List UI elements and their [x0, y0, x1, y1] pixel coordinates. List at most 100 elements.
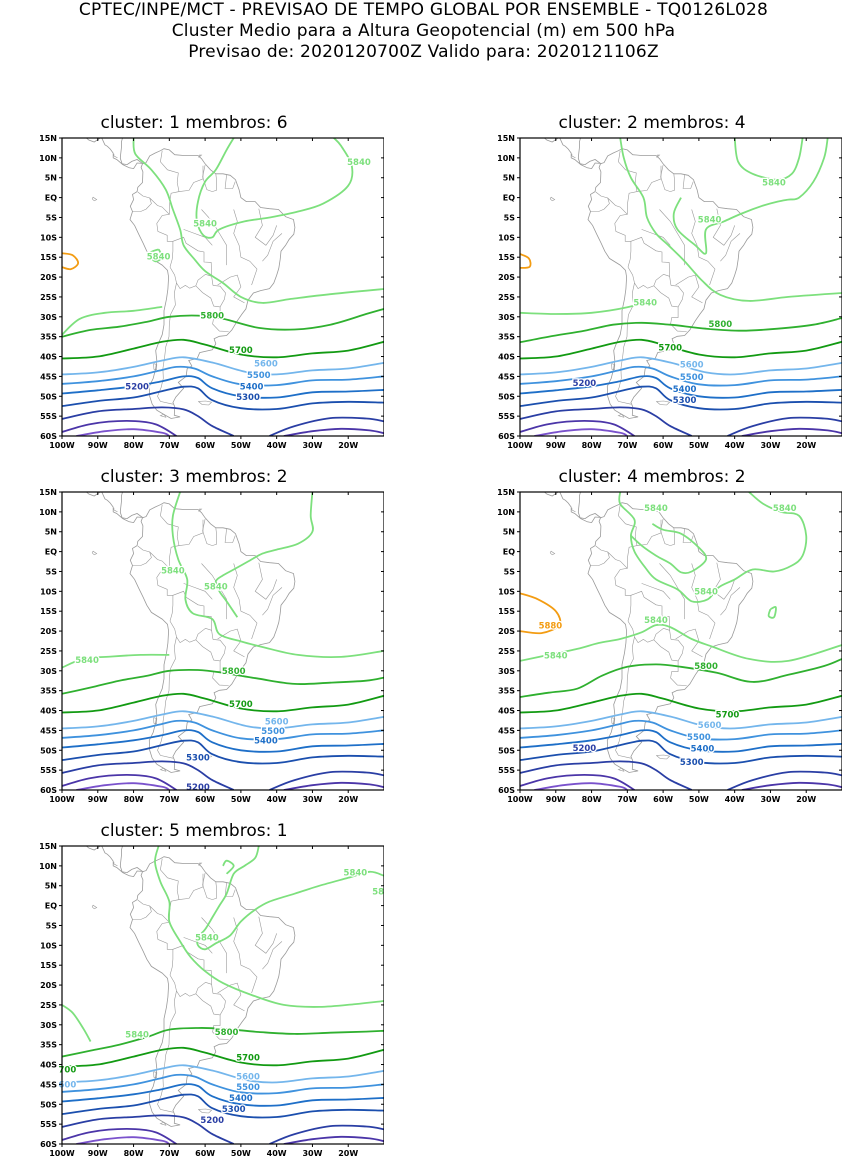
contour-5300 — [520, 385, 842, 411]
lat-label: 10N — [39, 862, 57, 871]
contour-5500 — [62, 365, 384, 387]
country-border — [201, 563, 227, 620]
contour-label: 5200 — [573, 379, 597, 389]
lat-label: 25S — [498, 647, 515, 656]
lat-label: 30S — [498, 667, 515, 676]
country-border — [132, 545, 152, 566]
lon-label: 80W — [124, 795, 144, 804]
contour-5300 — [520, 739, 842, 765]
contour-5800 — [520, 658, 842, 698]
contour-5600 — [62, 356, 384, 376]
contour-label: 584 — [372, 888, 384, 898]
lon-label: 50W — [231, 441, 251, 450]
lat-label: EQ — [45, 902, 57, 911]
island — [91, 904, 98, 910]
country-border — [172, 590, 214, 640]
contour-5840 — [195, 138, 354, 239]
lat-label: 5S — [504, 213, 516, 222]
contour-5200 — [62, 1114, 235, 1144]
contour-5840 — [154, 846, 384, 1008]
contour-5840 — [630, 523, 708, 575]
contour-5840 — [618, 492, 808, 603]
lat-label: 60S — [498, 432, 515, 441]
lat-label: 15S — [40, 607, 57, 616]
header-line-3: Previsao de: 2020120700Z Valido para: 20… — [188, 42, 659, 62]
island — [656, 754, 671, 760]
country-border — [659, 209, 685, 266]
island — [153, 363, 158, 370]
lat-label: 35S — [498, 333, 515, 342]
island — [571, 153, 576, 159]
header-line-2: Cluster Medio para a Altura Geopotencial… — [171, 21, 676, 41]
country-border — [169, 974, 212, 998]
lat-label: 45S — [40, 726, 57, 735]
island — [159, 767, 167, 772]
contour-label: 5300 — [236, 393, 260, 403]
country-border — [607, 197, 632, 268]
lat-label: 15N — [497, 489, 515, 497]
contour-label: 5300 — [186, 753, 210, 763]
contour-5100 — [741, 781, 842, 790]
country-border — [183, 583, 213, 600]
island — [611, 363, 616, 370]
map-area: 5840 5840 5840 5800 5700 5600 5500 5400 5300 5200… — [462, 134, 843, 459]
contour-5300 — [62, 1093, 384, 1119]
lat-label: 40S — [40, 353, 57, 362]
country-border — [160, 504, 180, 569]
coastline — [129, 502, 296, 773]
contour-label: 5840 — [773, 504, 797, 514]
contour-5100 — [520, 773, 635, 790]
country-border — [212, 660, 229, 686]
lat-label: 60S — [40, 786, 57, 795]
country-border — [636, 165, 662, 192]
contour-label: 5700 — [658, 343, 682, 353]
country-border — [202, 872, 217, 900]
contour-label: 5500 — [247, 371, 271, 381]
lon-label: 100W — [507, 795, 533, 804]
country-border — [590, 545, 610, 566]
contour-5840 — [62, 1004, 92, 1042]
lat-label: EQ — [45, 548, 57, 557]
contour-label: 5840 — [644, 616, 668, 626]
country-border — [178, 165, 204, 192]
country-border — [670, 660, 687, 686]
contour-5300 — [62, 739, 384, 765]
island — [113, 861, 118, 867]
panel-title: cluster: 5 membros: 1 — [100, 821, 288, 841]
contour-5000 — [534, 428, 628, 436]
panel-title: cluster: 2 membros: 4 — [558, 113, 746, 133]
contour-label: 5840 — [762, 179, 786, 189]
lat-label: 20S — [40, 627, 57, 636]
island — [617, 767, 625, 772]
contour-label: 5500 — [680, 373, 704, 383]
contour-5840 — [62, 653, 170, 669]
country-border — [132, 191, 152, 212]
lat-label: 30S — [40, 313, 57, 322]
contour-label: 5700 — [229, 700, 253, 710]
contour-label: 5600 — [698, 721, 722, 731]
contour-5700 — [520, 338, 842, 360]
country-border — [630, 236, 672, 286]
lon-label: 100W — [49, 1149, 75, 1158]
lon-label: 70W — [159, 441, 179, 450]
contour-label: 5840 — [344, 869, 368, 879]
lat-label: 60S — [498, 786, 515, 795]
contour-5100 — [62, 1127, 177, 1144]
country-border — [224, 882, 236, 897]
panel-cluster-2: cluster: 2 membros: 4 5840 5840 5840 5800 57… — [462, 113, 843, 459]
island — [656, 508, 661, 512]
country-border — [224, 528, 236, 543]
country-border — [217, 274, 245, 304]
country-border — [660, 518, 675, 546]
island — [656, 400, 671, 406]
lat-label: 50S — [498, 746, 515, 755]
contour-5000 — [76, 1136, 170, 1144]
map-area: 5840 5840 5840 5800 5700 5600 5500 5400 5300 5200… — [4, 488, 385, 813]
lon-label: 100W — [507, 441, 533, 450]
lat-label: 15N — [39, 843, 57, 851]
country-border — [172, 236, 214, 286]
island — [159, 413, 167, 418]
lon-label: 80W — [582, 795, 602, 804]
lon-label: 70W — [159, 795, 179, 804]
